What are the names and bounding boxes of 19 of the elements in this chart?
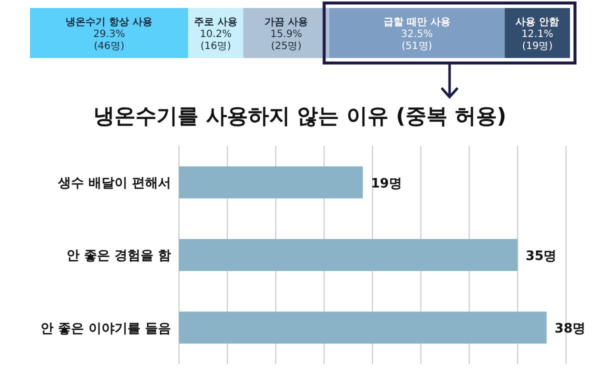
data-label: 10.2%(16명) [200, 29, 232, 52]
series-label: 냉온수기 항상 사용 [66, 17, 153, 28]
series-label: 가끔 사용 [264, 17, 308, 28]
chart-title: 냉온수기를 사용하지 않는 이유 (중복 허용) [92, 103, 508, 130]
y-tick-label: 안 좋은 경험을 함 [66, 248, 171, 264]
data-label: 19명 [370, 176, 402, 192]
data-label: 35명 [526, 249, 557, 264]
data-label: 38명 [554, 322, 586, 337]
bar [329, 8, 505, 58]
data-label: 32.5%(51명) [401, 29, 433, 52]
data-label: 12.1%(19명) [521, 29, 554, 52]
series-label: 사용 안함 [516, 17, 560, 28]
y-tick-label: 안 좋은 이야기를 들음 [40, 321, 171, 336]
series-label: 급할 때만 사용 [383, 17, 450, 28]
series-label: 주로 사용 [194, 17, 238, 28]
bar [30, 8, 188, 58]
data-label: 29.3%(46명) [93, 29, 125, 52]
y-tick-label: 생수 배달이 편해서 [56, 176, 171, 191]
data-label: 15.9%(25명) [270, 29, 302, 52]
